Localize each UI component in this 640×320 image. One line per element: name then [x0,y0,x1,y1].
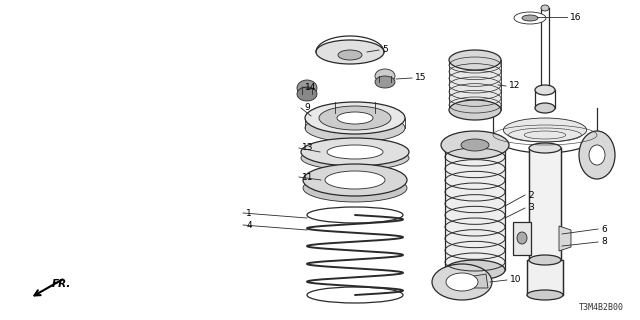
Ellipse shape [441,131,509,159]
Ellipse shape [522,15,538,21]
Ellipse shape [579,131,615,179]
Text: 11: 11 [302,172,314,181]
Ellipse shape [338,50,362,60]
Text: T3M4B2B00: T3M4B2B00 [579,303,624,312]
Ellipse shape [337,112,373,124]
Text: 8: 8 [601,237,607,246]
Ellipse shape [375,69,395,83]
Text: 15: 15 [415,74,427,83]
Ellipse shape [305,102,405,134]
Polygon shape [474,274,488,288]
Ellipse shape [517,232,527,244]
Ellipse shape [446,273,478,291]
Polygon shape [513,222,531,255]
Text: 14: 14 [305,83,317,92]
Ellipse shape [535,103,555,113]
Ellipse shape [325,171,385,189]
Text: 16: 16 [570,12,582,21]
Ellipse shape [316,40,384,64]
Ellipse shape [529,143,561,153]
Text: 6: 6 [601,225,607,234]
Text: 12: 12 [509,82,520,91]
Text: 10: 10 [510,276,522,284]
Ellipse shape [514,12,546,24]
Polygon shape [445,145,505,270]
Text: 1: 1 [246,209,252,218]
Ellipse shape [305,114,405,142]
Polygon shape [559,226,571,251]
Polygon shape [529,148,561,260]
Polygon shape [449,60,501,110]
Ellipse shape [303,164,407,196]
Ellipse shape [461,139,489,151]
Polygon shape [527,260,563,295]
Text: 5: 5 [382,45,388,54]
Ellipse shape [301,138,409,166]
Text: 2: 2 [528,190,534,199]
Ellipse shape [301,146,409,170]
Ellipse shape [297,87,317,101]
Ellipse shape [303,174,407,202]
Ellipse shape [445,260,505,280]
Text: 3: 3 [528,204,534,212]
Text: FR.: FR. [52,279,72,289]
Ellipse shape [327,145,383,159]
Text: 4: 4 [246,220,252,229]
Ellipse shape [449,100,501,120]
Ellipse shape [297,80,317,96]
Ellipse shape [541,5,549,11]
Ellipse shape [527,290,563,300]
Text: 13: 13 [302,143,314,153]
Ellipse shape [535,85,555,95]
Ellipse shape [589,145,605,165]
Ellipse shape [449,50,501,70]
Text: 9: 9 [304,103,310,113]
Ellipse shape [432,264,492,300]
Ellipse shape [504,118,587,142]
Ellipse shape [375,76,395,88]
Ellipse shape [319,106,391,130]
Ellipse shape [529,255,561,265]
